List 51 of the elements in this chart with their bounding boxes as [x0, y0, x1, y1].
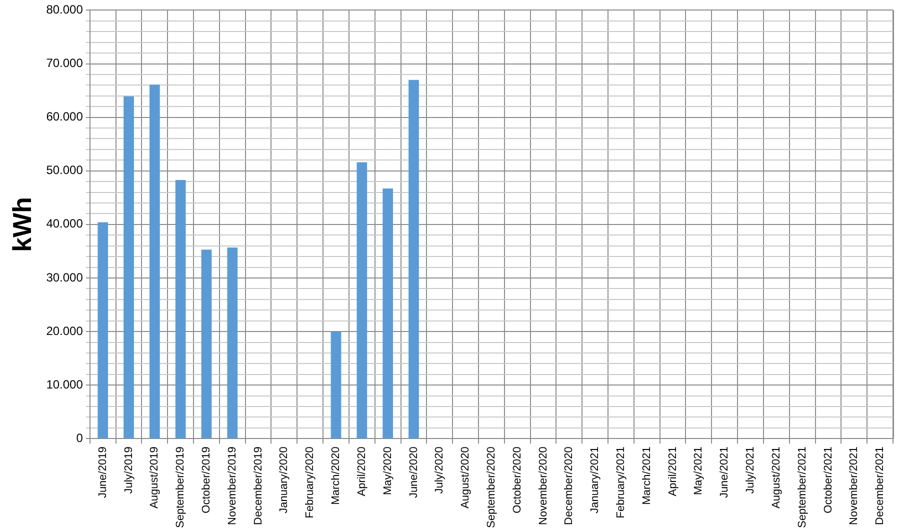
bar — [330, 332, 342, 438]
x-tick-label: February/2020 — [304, 446, 316, 518]
bar — [356, 162, 368, 438]
x-tick-label: July/2019 — [122, 446, 135, 494]
y-tick-label: 70.000 — [46, 56, 84, 70]
x-tick-label: December/2021 — [874, 446, 886, 525]
bar — [124, 96, 134, 438]
x-tick-label: September/2021 — [796, 446, 808, 528]
x-tick-label: October/2021 — [822, 446, 834, 514]
x-tick-label: August/2020 — [460, 446, 472, 508]
x-tick-label: August/2021 — [770, 446, 782, 508]
x-tick-label: May/2021 — [692, 446, 705, 495]
y-tick-label: 40.000 — [46, 216, 84, 231]
x-tick-label: October/2020 — [511, 446, 524, 514]
x-tick-label: May/2020 — [382, 446, 394, 495]
y-axis-title: kWh — [6, 196, 37, 252]
x-tick-label: November/2021 — [848, 446, 860, 525]
bar — [98, 222, 108, 438]
x-tick-label: January/2021 — [589, 446, 602, 514]
bar — [382, 188, 394, 438]
x-tick-label: November/2019 — [226, 446, 238, 525]
bar — [201, 250, 212, 438]
y-tick-label: 50.000 — [46, 163, 84, 178]
y-tick-label: 20.000 — [46, 324, 84, 338]
y-tick-label: 30.000 — [46, 270, 84, 284]
x-tick-label: April/2020 — [356, 446, 368, 496]
bar — [175, 180, 186, 438]
x-tick-label: July/2021 — [744, 446, 757, 494]
y-tick-label: 10.000 — [46, 377, 84, 392]
x-tick-label: December/2020 — [563, 446, 576, 525]
x-tick-label: September/2020 — [485, 446, 498, 528]
y-tick-label: 0 — [76, 430, 84, 445]
x-tick-label: July/2020 — [434, 446, 446, 494]
x-tick-label: June/2021 — [718, 446, 731, 498]
x-tick-label: June/2019 — [96, 446, 109, 498]
y-tick-label: 60.000 — [46, 110, 84, 124]
x-tick-label: February/2021 — [615, 446, 628, 518]
x-tick-label: November/2020 — [537, 446, 550, 525]
x-tick-label: June/2020 — [408, 446, 420, 498]
x-tick-label: March/2020 — [330, 446, 342, 505]
x-tick-label: December/2019 — [252, 446, 264, 525]
x-tick-label: January/2020 — [278, 446, 290, 514]
y-tick-label: 80.000 — [46, 2, 84, 17]
bar — [227, 247, 238, 438]
x-tick-label: April/2021 — [666, 446, 679, 496]
x-tick-label: September/2019 — [174, 446, 187, 528]
x-tick-label: August/2019 — [148, 446, 161, 508]
x-tick-label: March/2021 — [640, 446, 653, 505]
bar — [408, 80, 419, 438]
x-tick-label: October/2019 — [200, 446, 213, 514]
bar — [149, 84, 160, 438]
